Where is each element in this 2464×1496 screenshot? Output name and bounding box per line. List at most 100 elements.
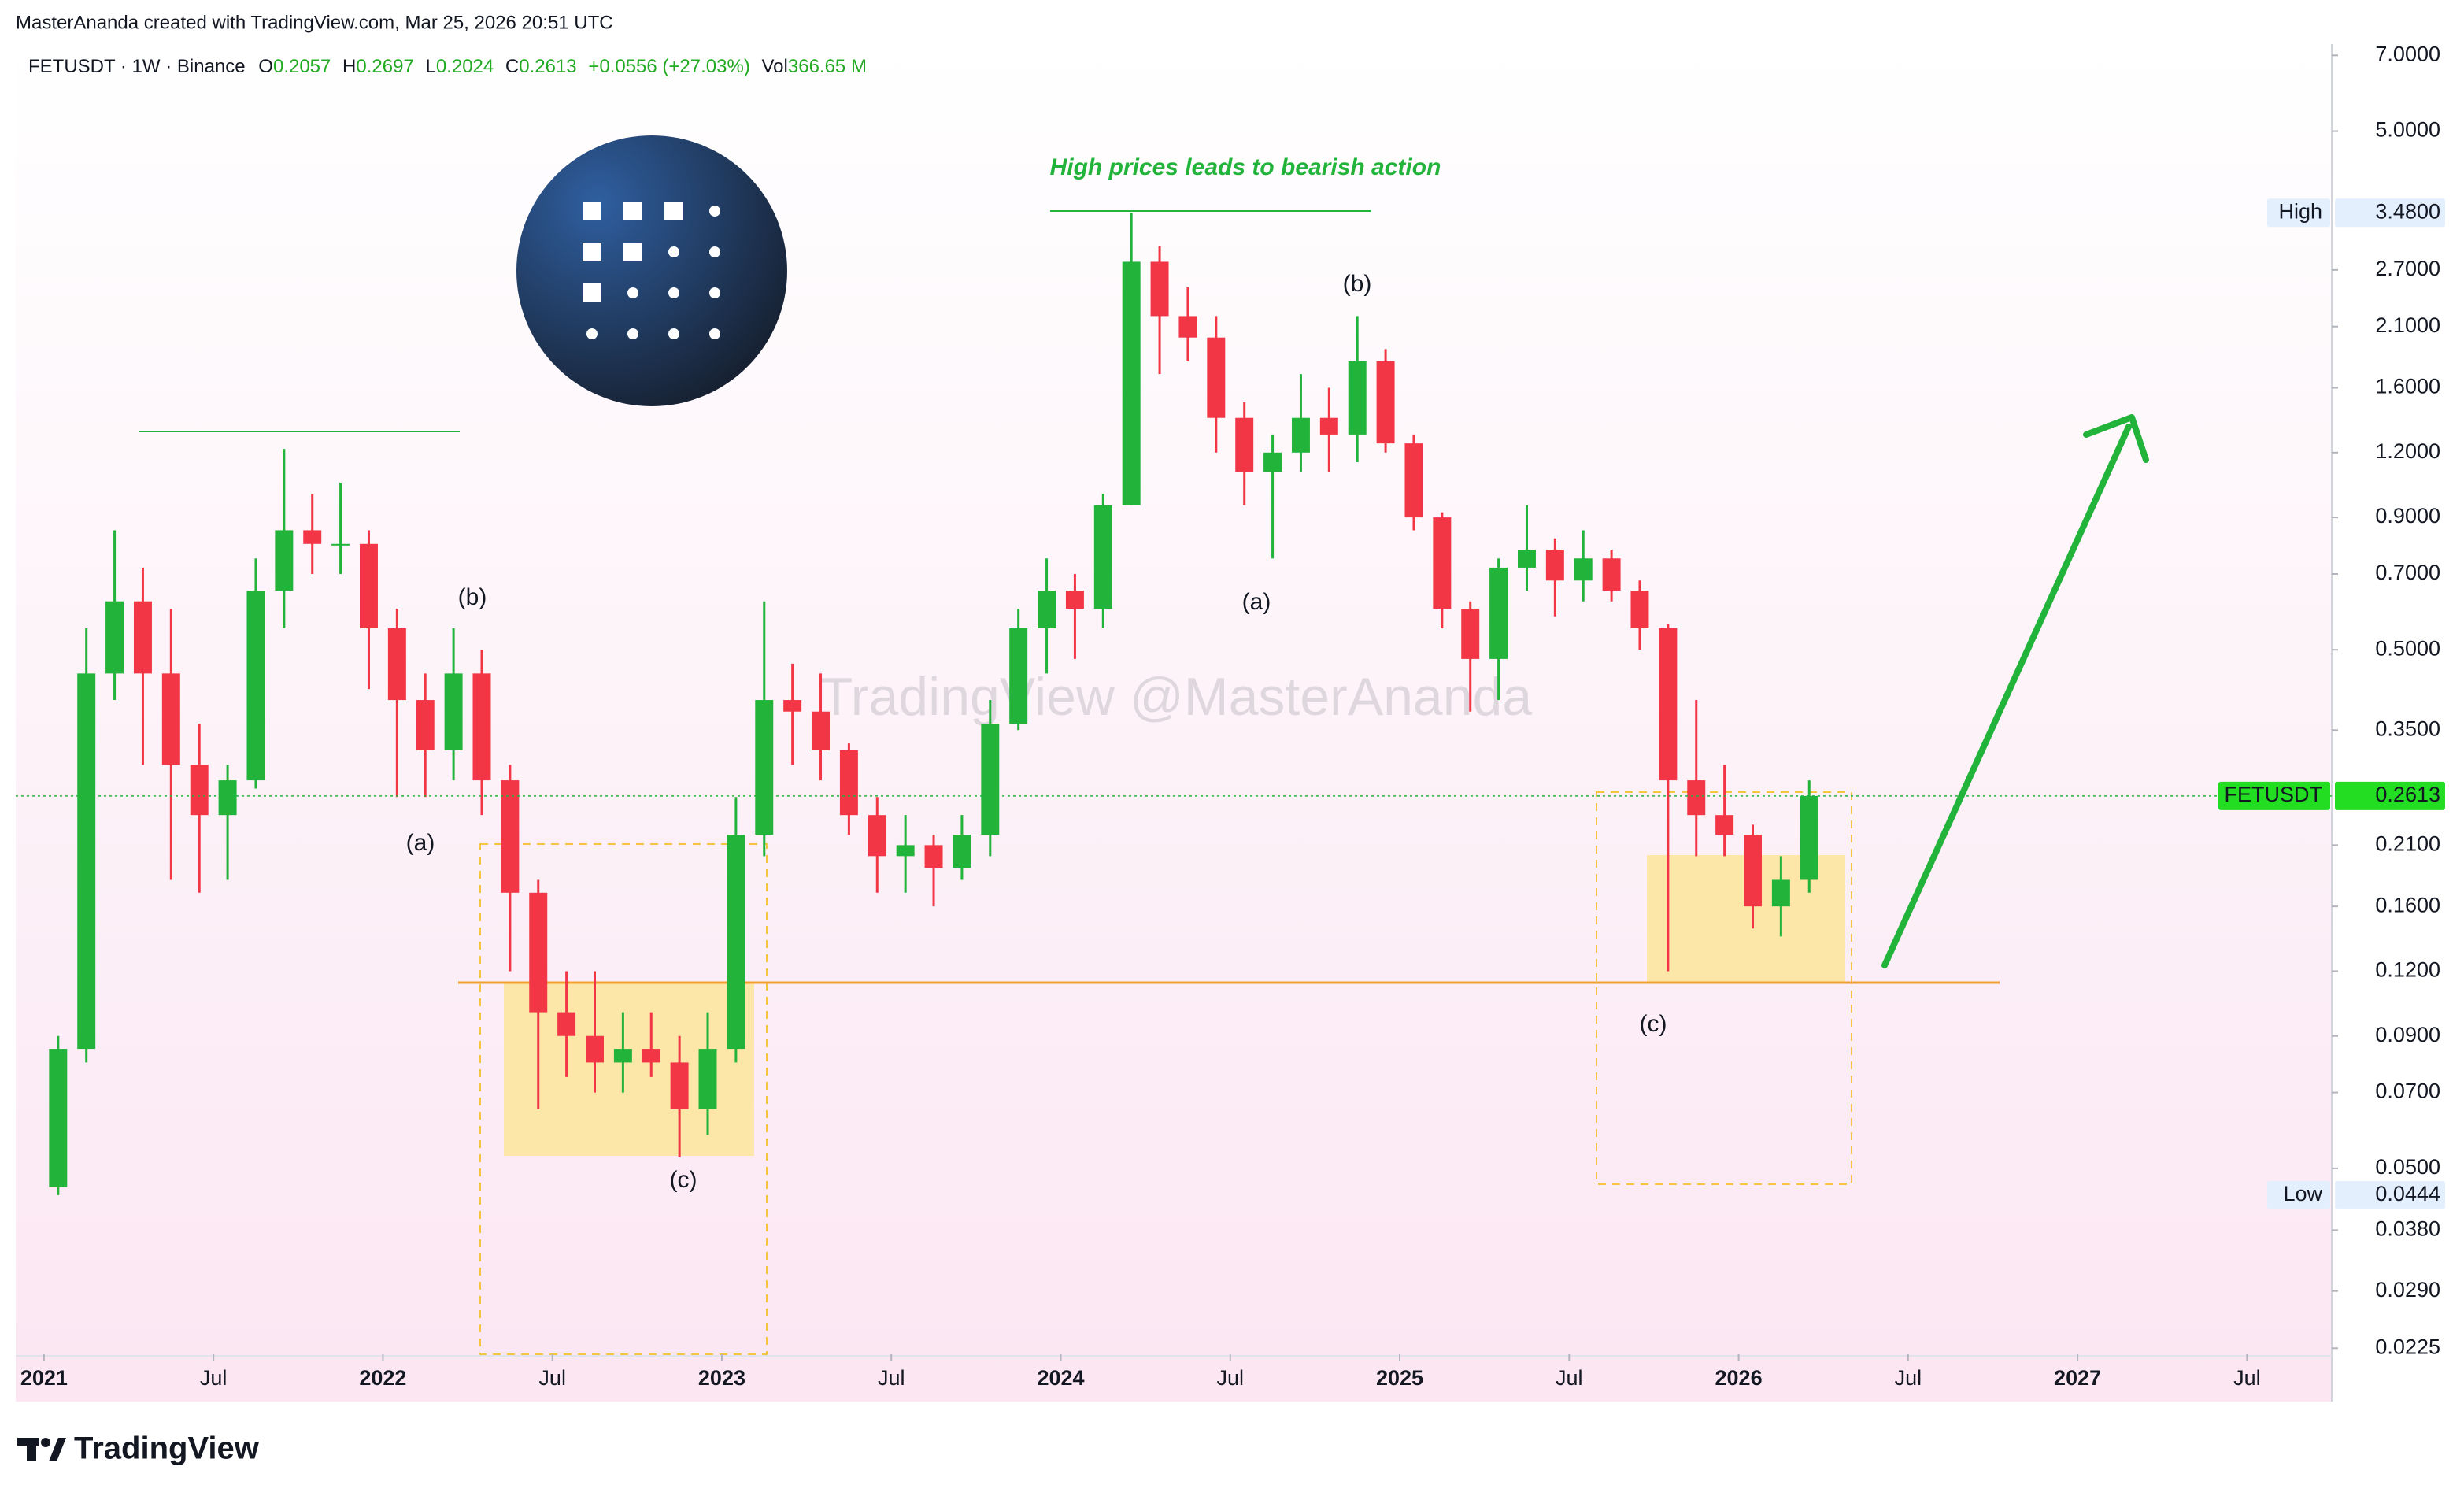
y-tick-label: 0.1600 (2375, 893, 2440, 916)
candle-body (1574, 558, 1593, 581)
candle-body (1150, 261, 1169, 317)
candle-body (416, 700, 435, 750)
candle-body (1207, 337, 1226, 418)
legend-label: L (425, 56, 435, 77)
x-tick-label: 2024 (1037, 1366, 1084, 1390)
candle-body (1659, 628, 1678, 781)
candle-body (1489, 567, 1508, 659)
y-tick-label: 1.2000 (2375, 439, 2440, 463)
candle-body (1178, 316, 1197, 338)
wave-label: (a) (1242, 589, 1271, 615)
badge-price: 0.0444 (2375, 1182, 2440, 1205)
candle-body (1545, 550, 1564, 581)
y-tick-label: 0.0225 (2375, 1335, 2440, 1358)
candle-body (812, 711, 831, 750)
x-tick-label: 2021 (20, 1366, 68, 1390)
brand-name: TradingView (74, 1431, 260, 1466)
y-tick-label: 0.2100 (2375, 831, 2440, 855)
y-tick-label: 1.6000 (2375, 375, 2440, 398)
y-tick-label: 0.0290 (2375, 1278, 2440, 1302)
candle-body (161, 673, 180, 765)
candle-body (1291, 417, 1310, 453)
y-tick-label: 5.0000 (2375, 118, 2440, 142)
candle-body (1602, 558, 1621, 591)
attribution: MasterAnanda created with TradingView.co… (16, 12, 613, 33)
candle-body (359, 543, 378, 628)
legend-change: +0.0556 (+27.03%) (588, 56, 750, 77)
y-tick-label: 2.7000 (2375, 257, 2440, 280)
x-tick-label: Jul (1895, 1366, 1922, 1390)
badge-price: 0.2613 (2375, 783, 2440, 806)
candle-body (727, 835, 745, 1050)
candle-body (105, 601, 124, 674)
arrow-shaft (1881, 424, 2132, 968)
wave-label: (a) (406, 830, 435, 856)
candle-body (839, 750, 858, 816)
x-tick-label: 2027 (2054, 1366, 2101, 1390)
candle-body (1433, 517, 1452, 609)
candle-body (1687, 780, 1706, 816)
candle-body (1404, 443, 1423, 518)
candle-body (246, 591, 265, 781)
x-tick-label: 2025 (1376, 1366, 1423, 1390)
badge-name-bg (2267, 198, 2330, 228)
symbol-legend: FETUSDT · 1W · Binance O0.2057 H0.2697 L… (28, 56, 867, 77)
x-tick-label: 2023 (698, 1366, 745, 1390)
candle-body (783, 700, 802, 712)
candle-body (1517, 550, 1536, 568)
y-tick-label: 0.0700 (2375, 1079, 2440, 1103)
candle-body (77, 673, 96, 1050)
candle-body (586, 1035, 604, 1063)
candle-body (670, 1062, 689, 1109)
candle-body (387, 628, 406, 701)
candle-body (529, 892, 548, 1013)
candle-body (924, 845, 943, 868)
badge-price-bg (2335, 1180, 2445, 1209)
badge-name: FETUSDT (2225, 783, 2323, 806)
candle-body (755, 700, 774, 835)
logo-circle (516, 135, 787, 406)
footer-brand: TradingView (17, 1431, 260, 1466)
y-tick-label: 0.5000 (2375, 636, 2440, 660)
candle-body (1093, 505, 1112, 609)
y-tick-label: 0.9000 (2375, 504, 2440, 528)
candle-body (642, 1049, 660, 1063)
candle-body (1744, 835, 1762, 907)
logo-dots (583, 202, 720, 339)
x-tick-label: Jul (1556, 1366, 1583, 1390)
candle-body (501, 780, 520, 893)
x-tick-label: Jul (1216, 1366, 1244, 1390)
badge-name-bg (2267, 1180, 2330, 1209)
candle-body (1009, 628, 1028, 724)
candle-body (1122, 261, 1141, 505)
candle-body (303, 530, 322, 544)
legend-value: 0.2024 (436, 56, 494, 77)
legend-value: 0.2697 (356, 56, 413, 77)
candle-body (981, 724, 1000, 835)
y-tick-label: 0.0900 (2375, 1023, 2440, 1046)
y-tick-label: 0.0500 (2375, 1155, 2440, 1179)
candle-body (1771, 879, 1790, 907)
legend-label: Vol (762, 56, 788, 77)
candle-body (1038, 591, 1056, 628)
candle-body (557, 1012, 576, 1036)
legend-label: O (258, 56, 273, 77)
y-tick-label: 0.0380 (2375, 1216, 2440, 1240)
legend-volume: 366.65 M (788, 56, 867, 77)
badge-price-bg (2335, 781, 2445, 810)
candle-body (190, 765, 209, 816)
candle-body (49, 1049, 68, 1187)
candle-body (1376, 361, 1395, 444)
badge-name-bg (2218, 781, 2330, 810)
wave-label: (b) (1343, 271, 1372, 297)
dashed-box (479, 843, 768, 1355)
legend-value: 0.2057 (273, 56, 331, 77)
candle-body (444, 673, 463, 750)
wave-label: (c) (1640, 1011, 1667, 1037)
x-tick-label: Jul (200, 1366, 228, 1390)
candle-body (1348, 361, 1367, 435)
y-tick-label: 2.1000 (2375, 313, 2440, 337)
badge-price: 3.4800 (2375, 199, 2440, 223)
